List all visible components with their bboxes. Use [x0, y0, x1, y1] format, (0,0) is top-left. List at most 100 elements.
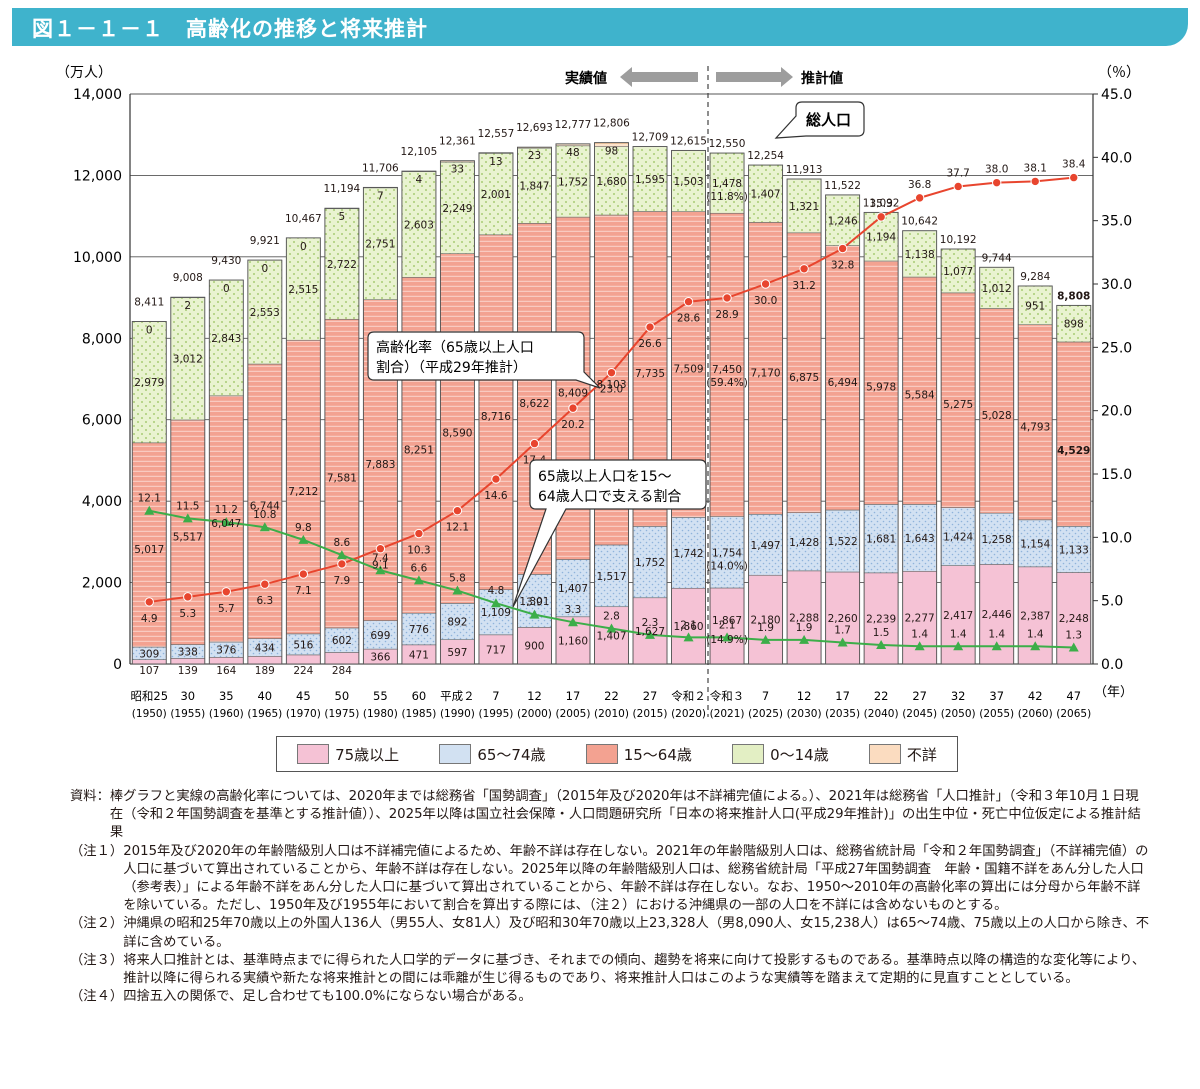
x-tick-year: (1985) [401, 708, 436, 720]
bar-segment [863, 260, 899, 505]
bar-outline [131, 321, 167, 665]
support-ratio-value: 11.2 [215, 504, 238, 516]
aging-rate-point [992, 177, 1002, 188]
bar-label: 8,622 [519, 398, 549, 410]
bar-label: 11,092 [863, 197, 900, 209]
aging-rate-value: 28.9 [715, 309, 738, 321]
support-ratio-point [375, 565, 386, 575]
bar-label: 1,109 [481, 607, 511, 619]
support-ratio-value: 1.9 [757, 622, 774, 634]
bar-label: 309 [139, 648, 159, 660]
bar-label: 4,793 [1020, 421, 1050, 433]
x-tick-label: 27 [912, 689, 927, 703]
y2-tick-label: 10.0 [1101, 530, 1132, 546]
support-ratio-value: 8.6 [334, 537, 351, 549]
x-tick-year: (2025) [748, 708, 783, 720]
aging-rate-point [414, 528, 424, 539]
support-ratio-point [182, 513, 193, 523]
legend-item-15-64: 15～64歳 [585, 744, 692, 765]
x-tick-label: 12 [797, 689, 812, 703]
aging-rate-value: 36.8 [908, 179, 931, 191]
support-ratio-point [876, 640, 887, 649]
x-tick-year: (2030) [787, 708, 822, 720]
bar-segment [324, 627, 360, 653]
support-ratio-value: 1.5 [873, 627, 890, 639]
aging-rate-value: 7.1 [295, 585, 312, 597]
support-ratio-point [144, 505, 155, 515]
aging-rate-point [260, 579, 270, 589]
bar-outline [594, 142, 629, 665]
support-ratio-point [298, 534, 309, 544]
bar-label: 11,706 [362, 162, 399, 174]
bar-label: 1,754 [712, 547, 742, 559]
aging-rate-point [452, 506, 463, 516]
aging-rate-value: 7.9 [334, 575, 351, 587]
bar-outline [671, 149, 706, 665]
bar-segment [825, 509, 860, 573]
bar-segment [363, 187, 398, 300]
y-tick-label: 14,000 [73, 87, 122, 103]
bar-label: 2,603 [404, 219, 434, 231]
bar-segment [709, 212, 745, 517]
bar-segment [671, 587, 706, 665]
bar-outline [478, 152, 514, 665]
bar-label: 2,446 [982, 609, 1012, 621]
bar-segment [594, 544, 629, 608]
aging-rate-value: 30.0 [754, 295, 777, 307]
bar-outline [1056, 304, 1092, 665]
support-ratio-value: 1.9 [796, 622, 813, 634]
aging-rate-point [375, 544, 386, 554]
x-tick-label: 22 [604, 689, 619, 703]
bar-label: 602 [332, 635, 352, 647]
bar-label: 898 [1064, 319, 1084, 331]
aging-rate-value: 5.3 [179, 608, 196, 620]
note-1: （注１） 2015年及び2020年の年齢階級別人口は不詳補完値によるため、年齢不… [70, 843, 1150, 916]
bar-label: 1,680 [596, 176, 626, 188]
bar-label: 1,860 [674, 621, 704, 633]
bar-label: 1,321 [789, 201, 819, 213]
bar-label: 597 [447, 647, 467, 659]
bar-segment [209, 279, 244, 397]
y2-tick-label: 40.0 [1101, 150, 1132, 166]
aging-rate-point [491, 474, 501, 484]
bar-label: 1,752 [558, 176, 588, 188]
bar-label: 2,417 [943, 610, 973, 622]
bar-label: 2,288 [789, 612, 819, 624]
y2-tick-label: 25.0 [1101, 340, 1132, 356]
bar-outline [748, 164, 784, 665]
actual-label: 実績値 [565, 70, 607, 87]
bar-label: 8,590 [442, 428, 472, 440]
aging-rate-point [645, 322, 655, 332]
bar-label: 284 [332, 665, 352, 677]
bar-label: 12,615 [670, 135, 707, 147]
bar-label: 107 [139, 665, 159, 677]
bar-label: 1,407 [751, 189, 781, 201]
bar-label: 13 [489, 156, 502, 168]
x-tick-label: 32 [951, 689, 966, 703]
bar-label: 2,260 [828, 613, 858, 625]
bar-label: 10,467 [285, 213, 322, 225]
bar-outline [825, 194, 861, 665]
actual-arrow-icon [620, 67, 698, 87]
y-tick-label: 6,000 [82, 413, 122, 429]
bar-outline [632, 146, 668, 665]
bar-label: 11,522 [824, 180, 861, 192]
bar-label: 12,709 [632, 132, 669, 144]
bar-label: 12,693 [516, 122, 553, 134]
bar-label: 776 [409, 624, 429, 636]
bar-outline [401, 170, 437, 665]
bar-segment [247, 363, 283, 639]
bar-label: 8,716 [481, 411, 511, 423]
aging-rate-value: 4.9 [141, 613, 158, 625]
bar-segment [286, 654, 321, 665]
legend-item-unknown: 不詳 [868, 744, 937, 765]
bar-label: 2,249 [442, 203, 472, 215]
bar-segment [902, 504, 937, 572]
support-ratio-value: 1.4 [1027, 628, 1044, 640]
bar-segment [401, 171, 437, 278]
aging-rate-label-line2: 割合）（平成29年推計） [376, 359, 527, 376]
bar-segment [902, 230, 937, 278]
legend-item-75-plus: 75歳以上 [297, 744, 399, 765]
bar-label: 5,517 [173, 531, 203, 543]
support-ratio-point [529, 609, 540, 619]
